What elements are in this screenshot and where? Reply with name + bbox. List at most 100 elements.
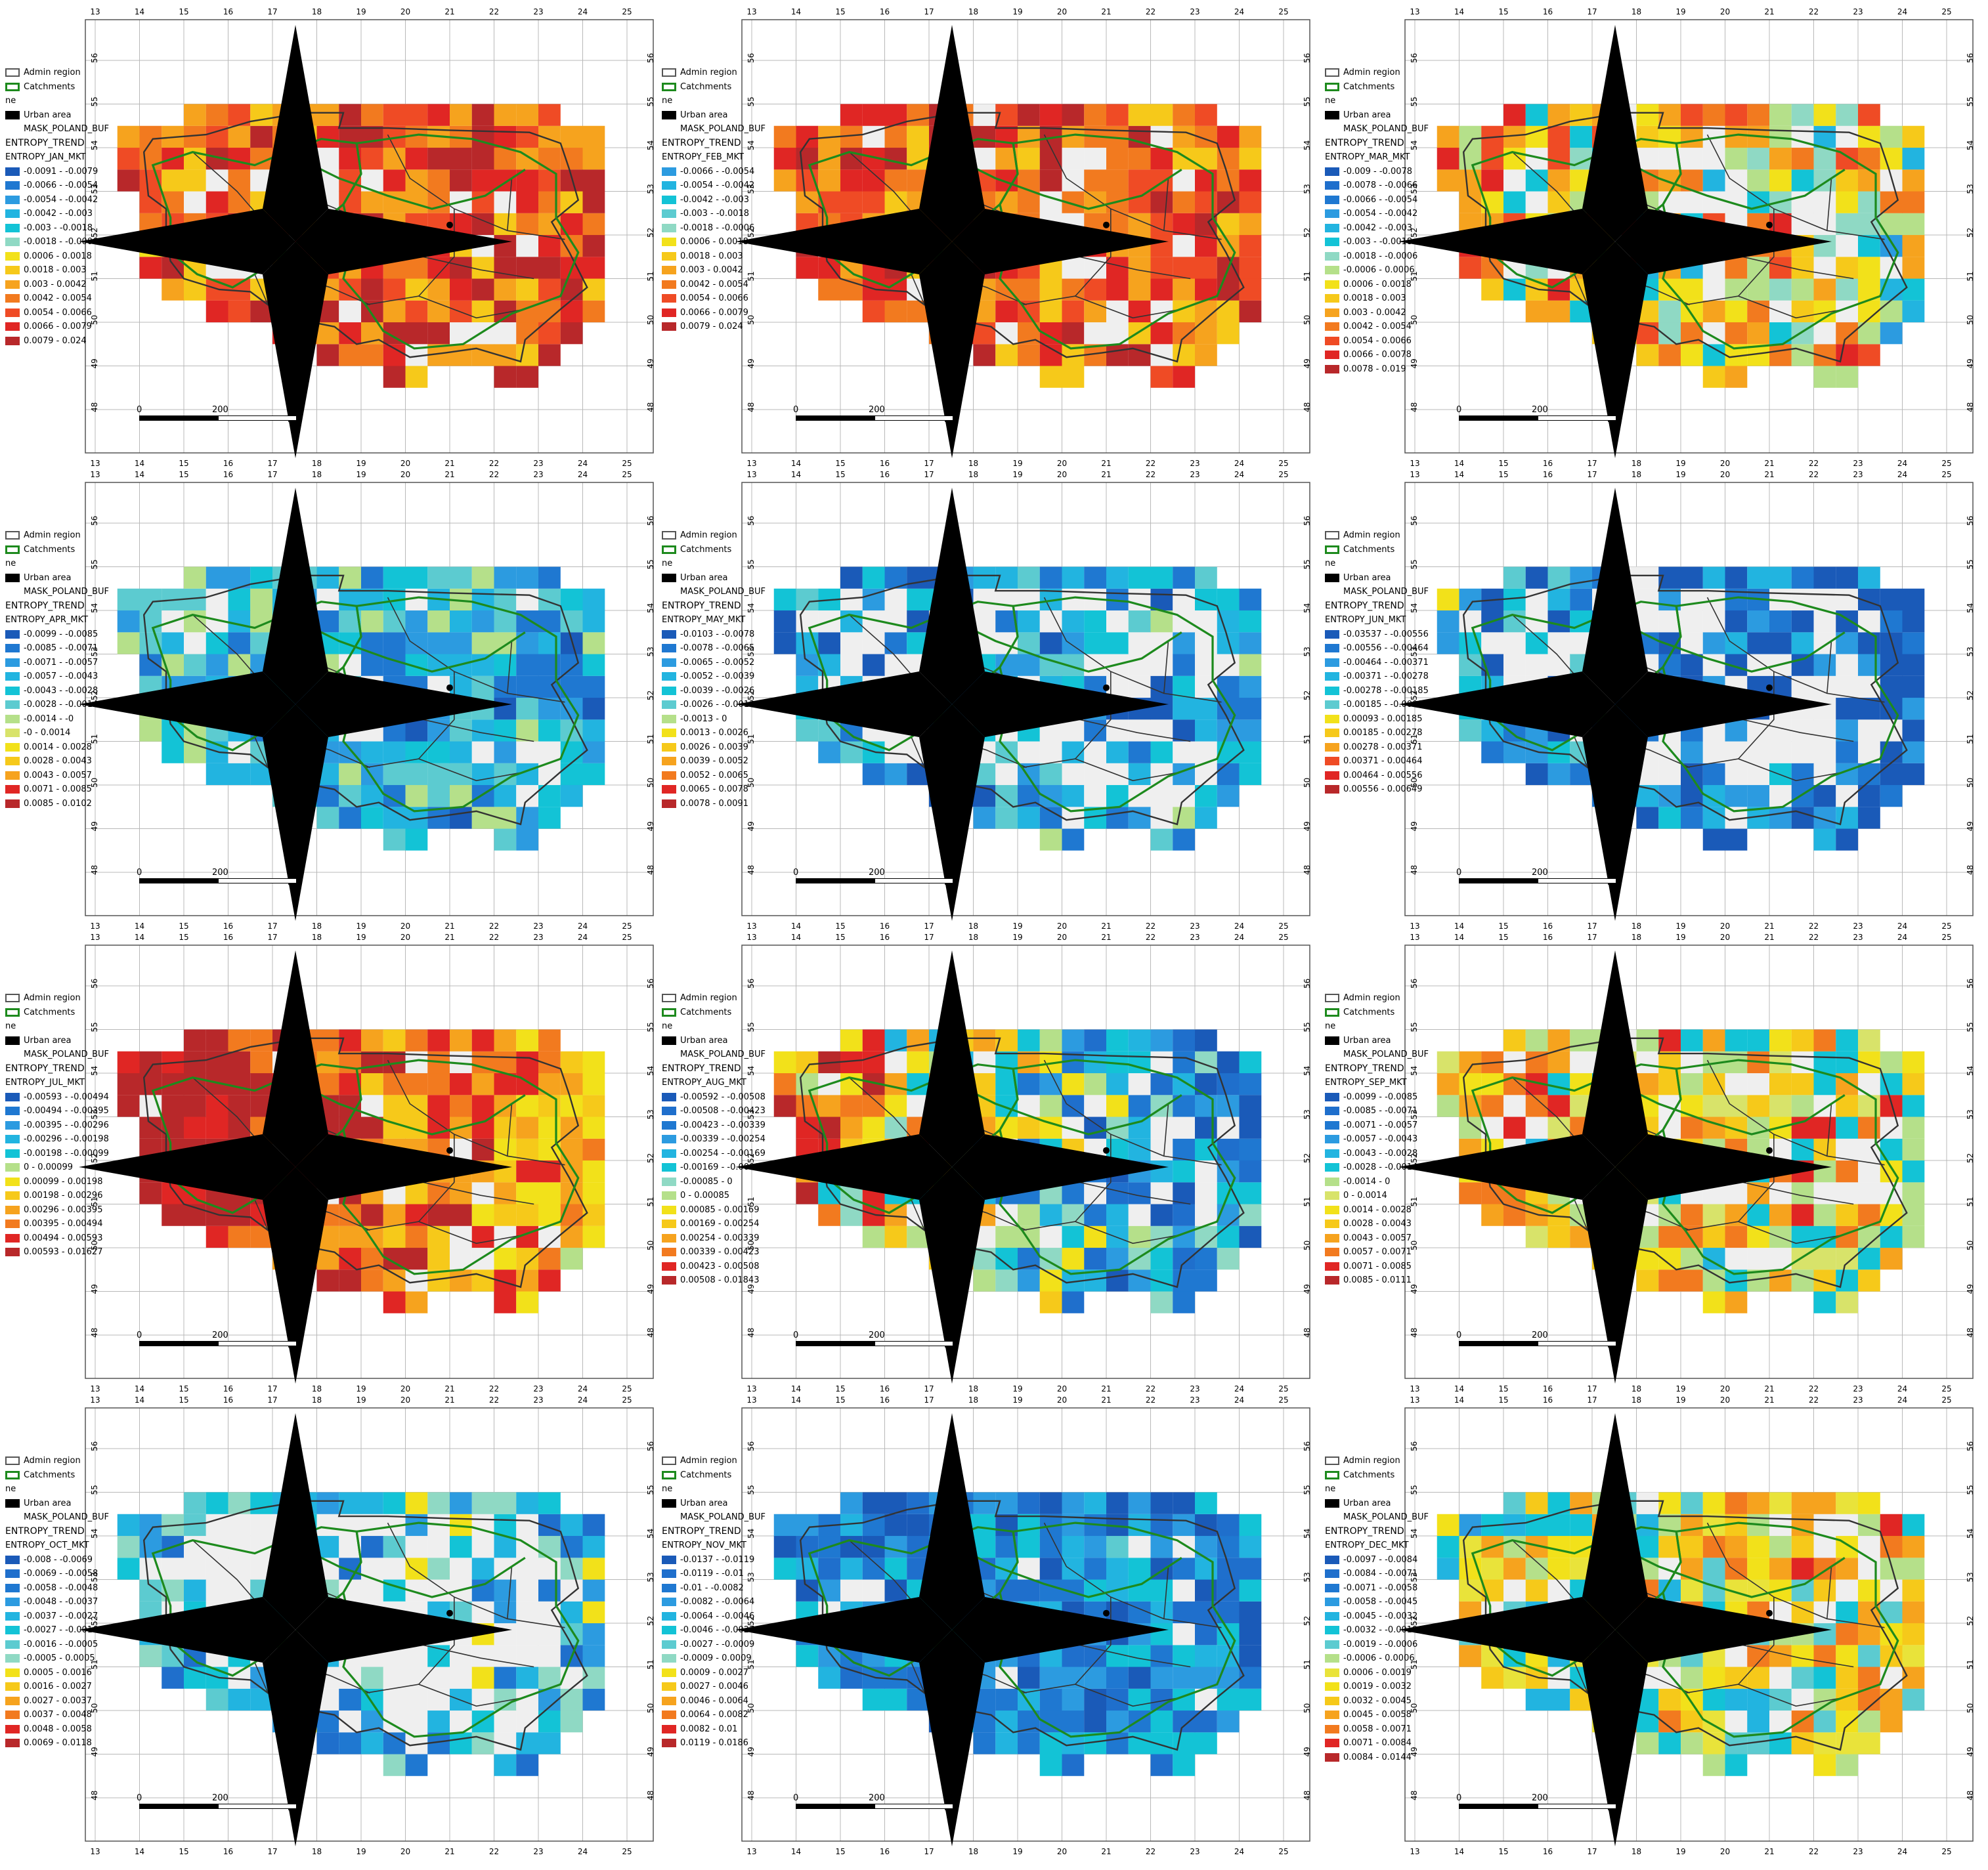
legend-swatch [5,1626,20,1635]
trend-cell [1858,1732,1880,1754]
trend-cell [1481,169,1504,192]
trend-cell [1195,257,1217,279]
trend-cell [1039,566,1062,589]
no-data-cell [538,1645,561,1667]
x-tick-label-bottom: 24 [1897,459,1907,468]
legend-class-item: -0.0054 - -0.0042 [1325,207,1515,221]
legend-swatch [662,1177,676,1186]
trend-cell [1570,104,1593,126]
legend-label: -0.0097 - -0.0084 [1343,1554,1418,1565]
legend-class-item: 0.0079 - 0.024 [662,320,852,334]
legend-swatch [5,545,20,554]
legend-class-item: 0.0054 - 0.0066 [5,306,196,320]
legend-swatch [1325,1626,1339,1635]
trend-cell [1437,1051,1459,1074]
trend-cell [1702,1029,1725,1052]
trend-cell [1106,1095,1129,1117]
trend-cell [1150,566,1173,589]
x-tick-label-top: 14 [135,933,144,942]
legend-class-item: 0.0058 - 0.0071 [1325,1722,1515,1737]
no-data-cell [1836,785,1859,807]
trend-cell [1791,1732,1814,1754]
legend-label: -0.00198 - -0.00099 [24,1148,109,1158]
legend-label: 0.0084 - 0.0144 [1343,1752,1412,1762]
legend-label: 0.0042 - 0.0054 [1343,322,1412,331]
trend-cell [184,148,206,170]
legend-item-admin-region: Admin region [5,991,196,1006]
north-arrow-icon [1333,12,1832,458]
legend-label: -0.0018 - -0.0006 [1343,251,1418,261]
trend-cell [1150,366,1173,388]
no-data-cell [1880,1579,1903,1602]
legend-group-title: ENTROPY_TREND [662,1525,852,1539]
x-tick-label-bottom: 23 [1853,1847,1863,1856]
legend-swatch [662,1092,676,1101]
no-data-cell [516,1623,539,1646]
x-tick-label-bottom: 15 [179,1847,188,1856]
legend-class-item: 0.0065 - 0.0078 [662,782,852,797]
trend-cell [339,763,362,786]
trend-cell [450,148,472,170]
trend-cell [1173,1160,1196,1183]
trend-cell [516,322,539,345]
legend-swatch [662,1276,676,1285]
x-tick-label-bottom: 17 [267,459,277,468]
trend-cell [516,104,539,126]
legend-item-urban-area: Urban area [5,571,196,585]
legend-class-item: -0.0097 - -0.0084 [1325,1553,1515,1567]
trend-cell [1173,322,1196,345]
legend-swatch [5,1205,20,1214]
trend-cell [471,1667,494,1689]
x-tick-label-top: 24 [1234,1395,1244,1405]
trend-cell [494,1754,517,1776]
x-tick-label-bottom: 21 [444,1384,454,1393]
legend-label: -0.0042 - -0.003 [24,209,93,219]
no-data-cell [184,1536,206,1558]
trend-cell [427,104,450,126]
trend-cell [1217,1051,1240,1074]
legend-swatch [662,1640,676,1649]
legend-class-item: 0.003 - 0.0042 [5,278,196,292]
legend-class-item: -0.0005 - 0.0005 [5,1651,196,1666]
trend-cell [1902,1514,1925,1537]
x-tick-label-top: 21 [444,1395,454,1405]
legend-label: 0.00371 - 0.00464 [1343,756,1423,766]
x-tick-label-bottom: 15 [1498,1847,1508,1856]
legend-label: -0.0016 - -0.0005 [24,1639,98,1649]
scale-segment-white [1538,878,1616,883]
legend-swatch [5,994,20,1003]
legend-label: -0.00395 - -0.00296 [24,1120,109,1130]
scale-label: 200 [869,405,885,415]
scale-segment-black [1459,1804,1538,1809]
y-tick-label-right: 50 [1303,315,1312,325]
legend-class-item: 0.0039 - 0.0052 [662,754,852,769]
trend-cell [1039,828,1062,851]
scale-segment-white [1538,415,1616,421]
legend-swatch [1325,1569,1339,1579]
legend-swatch [662,1191,676,1201]
trend-cell [1128,148,1151,170]
trend-cell [862,654,885,676]
x-tick-label-top: 23 [1190,933,1199,942]
trend-cell [1702,632,1725,654]
legend-swatch [1325,167,1339,176]
trend-cell [516,1732,539,1754]
trend-cell [184,1029,206,1052]
legend-swatch [1325,1640,1339,1649]
trend-cell [1437,169,1459,192]
legend-class-item: 0.0084 - 0.0144 [1325,1751,1515,1765]
trend-cell [884,1536,907,1558]
legend-swatch [5,1135,20,1144]
trend-cell [884,1514,907,1537]
legend-label: -0.00371 - -0.00278 [1343,671,1429,681]
x-tick-label-top: 22 [1809,933,1819,942]
trend-cell [796,1051,819,1074]
trend-cell [1239,1204,1262,1226]
trend-cell [582,1645,605,1667]
trend-cell [560,1248,583,1270]
trend-cell [316,1492,339,1514]
legend-layer-title: ENTROPY_MAR_MKT [1325,150,1515,165]
trend-cell [1902,148,1925,170]
